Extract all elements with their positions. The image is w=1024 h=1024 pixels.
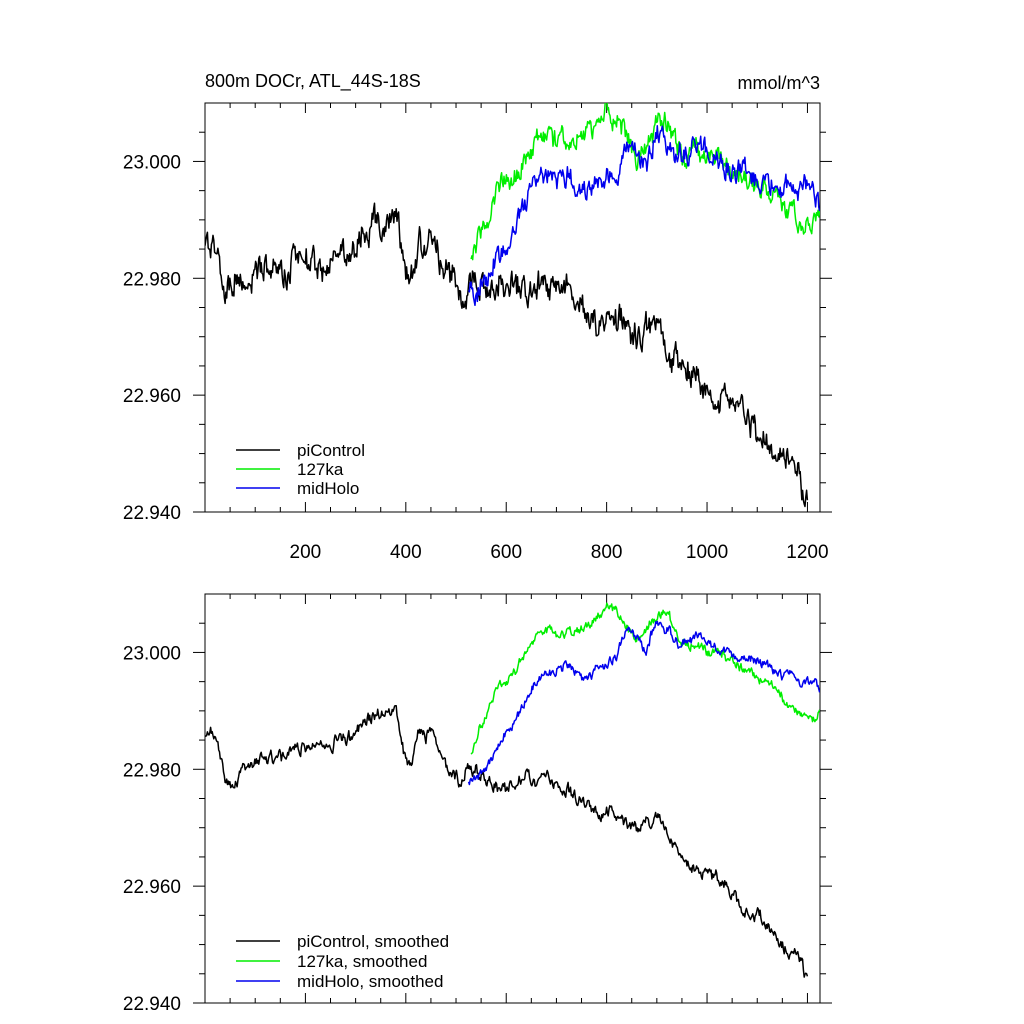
x-tick-label: 400 <box>390 542 422 563</box>
legend-label: piControl, smoothed <box>297 932 449 951</box>
y-tick-label: 22.940 <box>123 503 181 524</box>
chart-title: 800m DOCr, ATL_44S-18S <box>205 71 421 92</box>
chart-panel-1: 22.940 22.960 22.980 23.000 200 400 600 800 1000… <box>123 71 832 563</box>
x-tick-label: 1200 <box>786 542 828 563</box>
legend-label: midHolo <box>297 479 359 498</box>
y-tick-label: 22.940 <box>123 994 181 1015</box>
series-line-midholo-smoothed <box>467 620 820 786</box>
y-tick-label: 23.000 <box>123 643 181 664</box>
x-tick-label: 600 <box>490 542 522 563</box>
y-tick-label: 22.960 <box>123 386 181 407</box>
x-tick-label: 1000 <box>686 542 728 563</box>
series-line-picontrol <box>205 202 809 508</box>
y-tick-label: 22.980 <box>123 269 181 290</box>
x-tick-label: 200 <box>290 542 322 563</box>
y-tick-label: 22.980 <box>123 760 181 781</box>
units-label: mmol/m^3 <box>738 73 820 93</box>
legend-label: midHolo, smoothed <box>297 972 443 991</box>
series-line-midholo <box>467 125 820 307</box>
legend-label: 127ka <box>297 460 344 479</box>
series-line-picontrol-smoothed <box>205 704 809 978</box>
legend-label: piControl <box>297 441 365 460</box>
x-tick-label: 800 <box>591 542 623 563</box>
y-tick-label: 22.960 <box>123 877 181 898</box>
series-line-127ka-smoothed <box>470 602 820 755</box>
series-line-127ka <box>470 103 820 261</box>
chart-panel-2: 22.940 22.960 22.980 23.000 piControl, smoot… <box>123 593 832 1015</box>
y-tick-label: 23.000 <box>123 152 181 173</box>
legend-label: 127ka, smoothed <box>297 952 427 971</box>
